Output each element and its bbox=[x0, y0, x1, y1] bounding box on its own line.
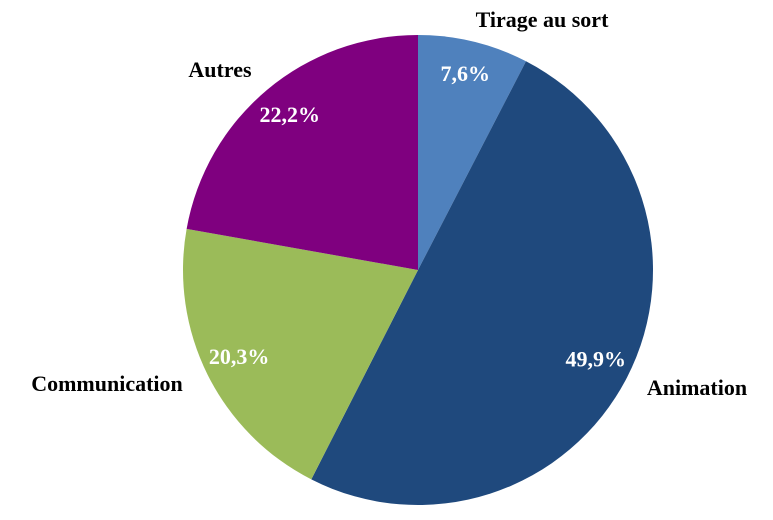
pie-slice bbox=[311, 61, 654, 506]
category-label: Tirage au sort bbox=[476, 7, 609, 32]
category-label: Animation bbox=[647, 375, 747, 400]
value-label: 7,6% bbox=[440, 61, 490, 86]
pie-slice bbox=[186, 35, 418, 270]
category-label: Autres bbox=[188, 57, 252, 82]
pie-slice bbox=[418, 35, 527, 270]
pie-slice bbox=[182, 228, 418, 480]
category-label: Communication bbox=[31, 371, 183, 396]
value-label: 20,3% bbox=[209, 344, 270, 369]
value-label: 22,2% bbox=[259, 102, 320, 127]
value-label: 49,9% bbox=[565, 346, 626, 371]
